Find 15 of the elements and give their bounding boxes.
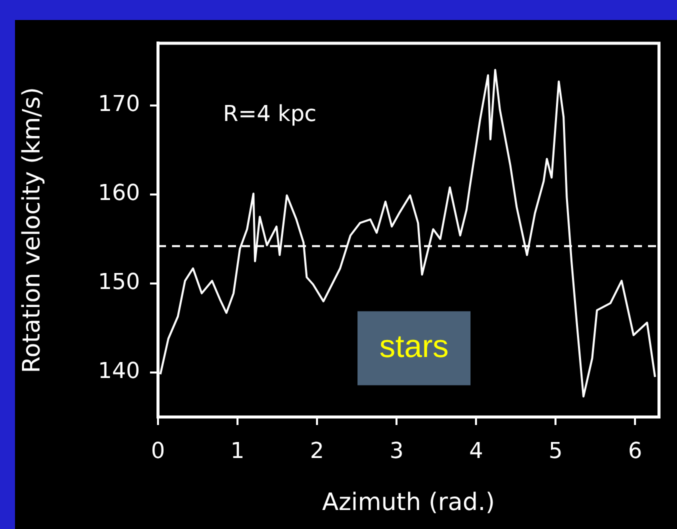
y-tick-label: 170	[98, 92, 140, 118]
x-tick-label: 4	[469, 438, 484, 464]
y-tick-label: 160	[98, 181, 140, 206]
y-tick-label: 140	[98, 359, 140, 384]
x-tick-label: 6	[628, 438, 642, 464]
x-tick-label: 5	[548, 438, 563, 464]
y-axis-title: Rotation velocity (km/s)	[18, 87, 46, 374]
annotation: R=4 kpc	[223, 102, 317, 127]
x-tick-label: 1	[230, 438, 245, 464]
y-tick-label: 150	[98, 270, 140, 296]
x-axis-title: Azimuth (rad.)	[322, 488, 495, 516]
annotation: stars	[379, 328, 449, 364]
x-tick-label: 2	[310, 438, 324, 464]
x-tick-label: 0	[151, 438, 165, 464]
x-tick-label: 3	[390, 438, 404, 464]
